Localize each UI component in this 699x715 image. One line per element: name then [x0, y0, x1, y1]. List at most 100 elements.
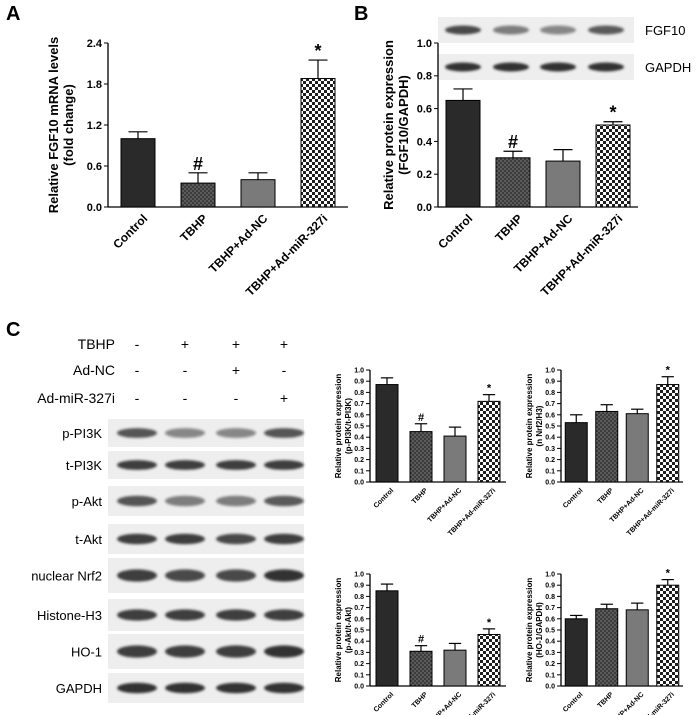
y-tick-label: 1.0	[545, 367, 555, 374]
blot-band	[540, 25, 576, 35]
chart-nrf2: 0.0 0.1 0.2 0.3 0.4 0.5 0.6 0.7 0.8 0.9 1.0 Relativ…	[525, 365, 683, 537]
bar-tbhp-ad-nc	[443, 435, 467, 483]
x-tick-label: Control	[562, 487, 585, 510]
bar-tbhp-ad-mir-327i	[477, 400, 501, 483]
y-tick-label: 0.0	[417, 202, 432, 214]
blot-label-nuclear-nrf2: nuclear Nrf2	[31, 569, 102, 584]
x-tick-label: Control	[373, 691, 396, 714]
blot-label-p-akt: p-Akt	[72, 494, 103, 509]
blot-band	[493, 25, 529, 35]
y-tick-label: 0.2	[545, 457, 555, 464]
y-tick-label: 0.4	[354, 639, 364, 646]
blot-band	[216, 495, 256, 507]
significance-marker: #	[418, 634, 424, 646]
treatment-sign: -	[135, 336, 140, 352]
bar-tbhp-ad-mir-327i	[300, 78, 336, 208]
y-tick-label: 0.1	[545, 468, 555, 475]
treatment-sign: -	[135, 362, 140, 378]
y-tick-label: 0.9	[354, 583, 364, 590]
y-tick-label: 0.5	[545, 423, 555, 430]
bar-tbhp	[409, 650, 433, 687]
y-tick-label: 1.0	[354, 571, 364, 578]
y-tick-label: 1.2	[87, 120, 102, 132]
y-tick-label: 2.4	[87, 38, 103, 50]
x-tick-label: TBHP	[177, 211, 210, 244]
y-tick-label: 0.8	[545, 594, 555, 601]
bar-tbhp	[409, 431, 433, 483]
blot-band	[445, 25, 481, 35]
y-tick-label: 0.0	[545, 479, 555, 486]
blot-band	[588, 62, 624, 72]
y-tick-label: 0.2	[545, 661, 555, 668]
panel-letter-c: C	[6, 319, 20, 341]
blot-band	[165, 569, 205, 582]
y-tick-label: 1.0	[545, 571, 555, 578]
blot-band	[165, 682, 205, 694]
x-tick-label: Control	[435, 211, 475, 251]
y-tick-label: 0.7	[354, 401, 364, 408]
chart-akt: 0.0 0.1 0.2 0.3 0.4 0.5 0.6 0.7 0.8 0.9 1.0 Relativ…	[334, 571, 506, 715]
y-tick-label: 0.6	[545, 412, 555, 419]
blot-band	[117, 533, 157, 545]
y-tick-label: 0.2	[417, 169, 432, 181]
blot-band	[117, 569, 157, 582]
blot-band	[216, 533, 256, 545]
treatment-sign: +	[232, 362, 240, 378]
y-tick-label: 0.0	[545, 683, 555, 690]
y-tick-label: 0.3	[354, 650, 364, 657]
y-tick-label: 0.4	[545, 435, 555, 442]
y-tick-label: 0.8	[545, 390, 555, 397]
x-tick-label: TBHP	[492, 211, 525, 244]
y-tick-label: 0.5	[354, 423, 364, 430]
blot-band	[264, 428, 304, 438]
bar-control	[375, 590, 399, 687]
bar-tbhp-ad-nc	[625, 609, 649, 687]
blot-band	[216, 428, 256, 438]
x-tick-label: TBHP+Ad-NC	[609, 691, 646, 715]
bar-tbhp	[180, 182, 216, 208]
blot-label-gapdh: GAPDH	[56, 681, 102, 696]
treatment-label-tbhp: TBHP	[78, 336, 115, 352]
x-tick-label: Control	[562, 691, 585, 714]
western-blot-c: p-PI3K t-PI3K p-Akt t-Akt nuclear Nrf2 Histon…	[31, 419, 304, 703]
significance-marker: *	[666, 365, 671, 377]
blot-label-gapdh: GAPDH	[645, 60, 691, 75]
bar-tbhp-ad-mir-327i	[656, 584, 680, 687]
treatment-sign: +	[181, 336, 189, 352]
y-axis-label: Relative FGF10 mRNA levels	[46, 37, 61, 214]
blot-band	[117, 428, 157, 438]
blot-band	[165, 533, 205, 545]
y-tick-label: 0.0	[87, 202, 102, 214]
y-axis-label: Relative protein expression	[381, 40, 396, 210]
treatment-sign: -	[183, 390, 188, 406]
y-tick-label: 0.6	[354, 616, 364, 623]
blot-band	[264, 682, 304, 694]
y-axis-label: Relative protein expression	[525, 578, 534, 683]
bar-tbhp-ad-mir-327i	[477, 633, 501, 687]
bar-tbhp-ad-nc	[545, 160, 581, 208]
y-axis-label: (fold change)	[61, 84, 76, 166]
y-tick-label: 0.5	[354, 627, 364, 634]
x-tick-label: TBHP+Ad-NC	[427, 487, 464, 524]
y-axis-label: Relative protein expression	[525, 374, 534, 479]
x-tick-label: Control	[110, 211, 150, 251]
blot-label-fgf10: FGF10	[645, 23, 685, 38]
chart-ho1: 0.0 0.1 0.2 0.3 0.4 0.5 0.6 0.7 0.8 0.9 1.0 Relativ…	[525, 568, 683, 715]
blot-band	[264, 460, 304, 470]
y-axis-label: (p-Akt/t-Akt)	[344, 607, 353, 654]
bar-tbhp-ad-nc	[625, 413, 649, 483]
treatment-sign: -	[282, 362, 287, 378]
y-tick-label: 0.5	[545, 627, 555, 634]
blot-band	[216, 645, 256, 658]
x-tick-label: TBHP	[411, 691, 430, 710]
treatment-sign: +	[280, 336, 288, 352]
blot-band	[165, 609, 205, 621]
significance-marker: *	[487, 617, 492, 629]
blot-band	[264, 645, 304, 658]
blot-label-p-pi3k: p-PI3K	[62, 426, 102, 441]
y-axis-label: (n Nrf2/H3)	[535, 405, 544, 446]
significance-marker: *	[314, 41, 321, 61]
significance-marker: *	[609, 103, 616, 123]
y-tick-label: 0.7	[545, 401, 555, 408]
